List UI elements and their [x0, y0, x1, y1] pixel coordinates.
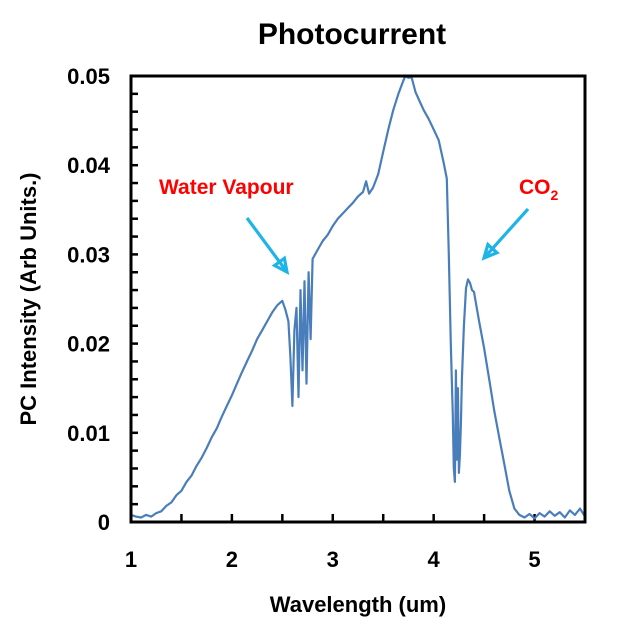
annotation-co2: CO2	[519, 176, 559, 203]
annotation-co2-main: CO	[519, 176, 551, 199]
arrowhead-co2-icon	[481, 241, 500, 261]
y-axis-ticks: 0 0.01 0.02 0.03 0.04 0.05	[67, 64, 138, 535]
x-tick-label: 2	[226, 547, 238, 572]
y-tick-label: 0.04	[67, 153, 111, 178]
y-axis-label: PC Intensity (Arb Units.)	[16, 172, 41, 425]
y-tick-label: 0	[98, 510, 110, 535]
x-tick-label: 3	[327, 547, 339, 572]
x-tick-label: 1	[125, 547, 137, 572]
arrow-co2-icon	[482, 207, 530, 260]
y-tick-label: 0.05	[67, 64, 110, 89]
x-tick-label: 5	[528, 547, 540, 572]
annotation-water-vapour: Water Vapour	[159, 176, 294, 199]
y-tick-label: 0.03	[67, 242, 110, 267]
y-tick-label: 0.02	[67, 332, 110, 357]
series-line-photocurrent	[130, 74, 586, 520]
chart-title: Photocurrent	[258, 18, 446, 51]
plot-frame	[129, 74, 587, 524]
x-tick-label: 4	[428, 547, 441, 572]
x-axis-ticks: 1 2 3 4 5	[125, 514, 587, 572]
y-tick-label: 0.01	[67, 421, 110, 446]
x-axis-label: Wavelength (um)	[270, 592, 446, 617]
arrow-water-vapour-icon	[245, 217, 289, 273]
annotation-co2-subscript: 2	[551, 187, 559, 203]
arrowhead-water-vapour-icon	[271, 255, 290, 275]
